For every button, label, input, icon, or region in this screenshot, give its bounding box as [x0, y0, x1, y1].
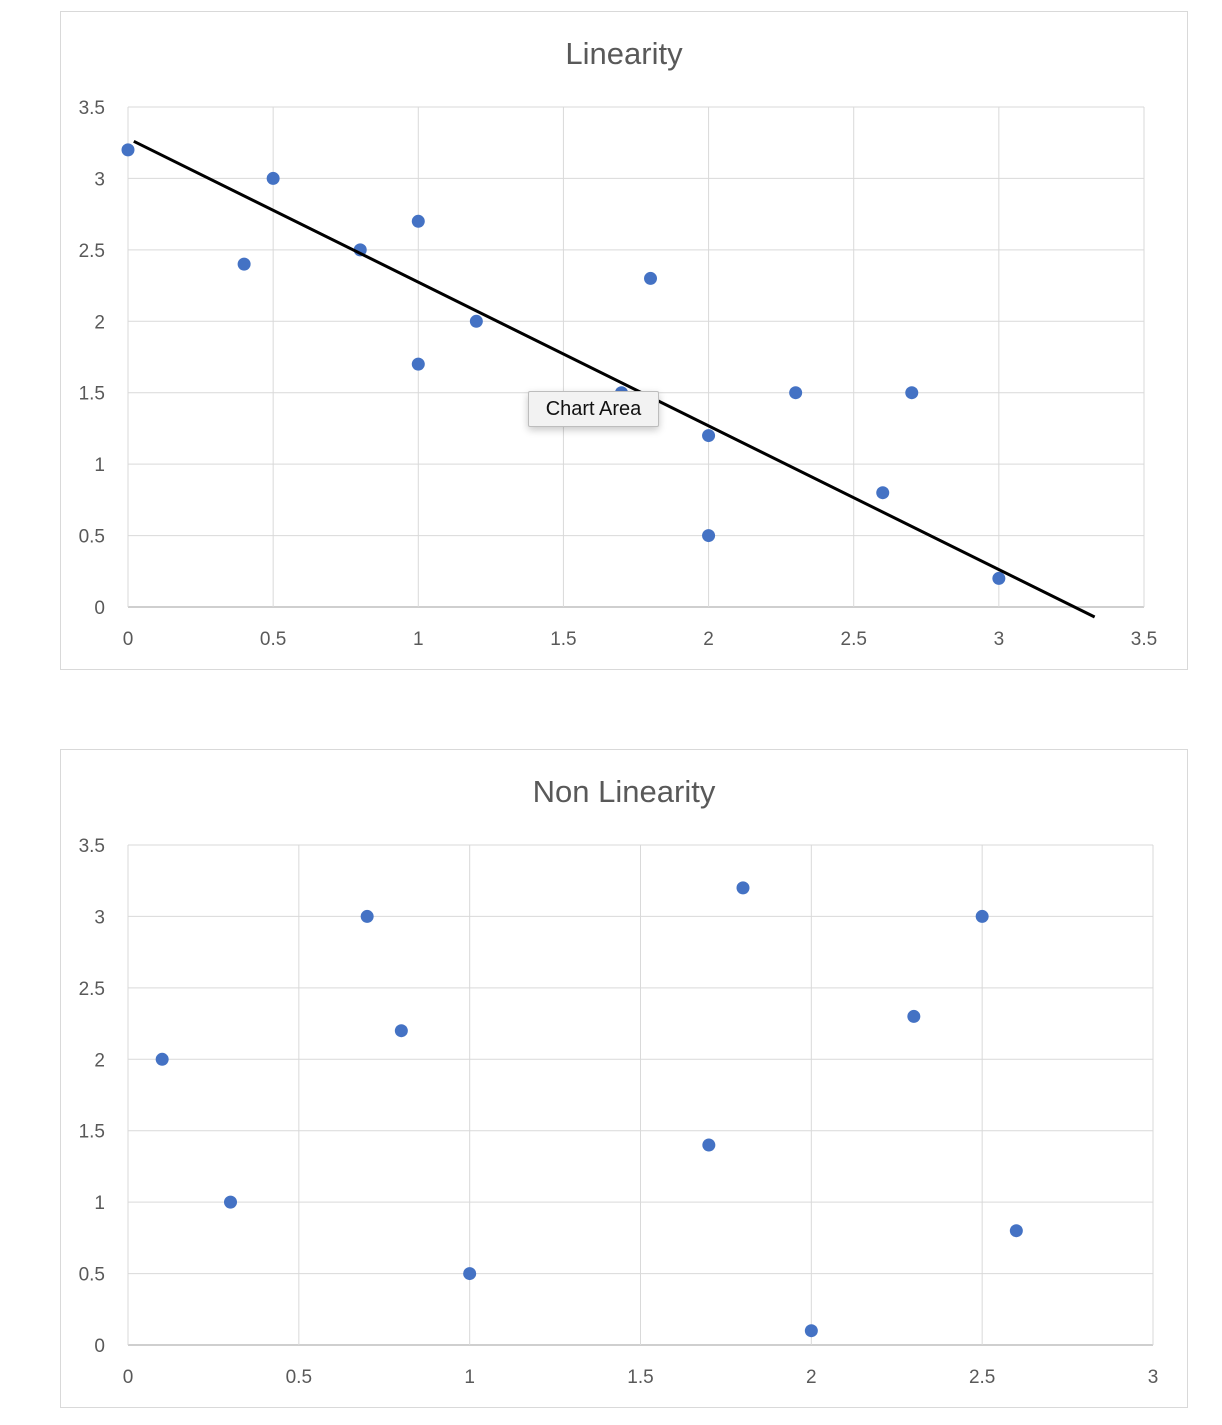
y-tick-label: 3.5	[79, 836, 105, 857]
x-tick-label: 1	[464, 1367, 475, 1388]
data-point	[876, 486, 890, 500]
y-tick-label: 3	[94, 907, 105, 928]
data-point	[905, 386, 919, 400]
x-tick-label: 3	[994, 629, 1005, 650]
chart-area-linearity[interactable]	[60, 11, 1188, 670]
x-tick-label: 3	[1148, 1367, 1159, 1388]
data-point	[463, 1267, 477, 1281]
linear-trendline	[133, 139, 1096, 619]
y-tick-label: 2.5	[79, 241, 105, 262]
data-point	[237, 257, 251, 271]
data-point	[702, 529, 716, 543]
data-point	[644, 271, 658, 285]
data-point	[992, 571, 1006, 585]
data-point	[394, 1024, 408, 1038]
x-tick-label: 0.5	[260, 629, 286, 650]
chart-area-non-linearity[interactable]	[60, 749, 1188, 1408]
y-tick-label: 2	[94, 312, 105, 333]
data-point	[360, 909, 374, 923]
x-tick-label: 0	[123, 629, 134, 650]
x-tick-label: 0.5	[286, 1367, 312, 1388]
y-tick-label: 3	[94, 169, 105, 190]
x-tick-label: 1.5	[550, 629, 576, 650]
y-tick-label: 0.5	[79, 1265, 105, 1286]
data-point	[469, 314, 483, 328]
x-tick-label: 1	[413, 629, 424, 650]
data-point	[411, 357, 425, 371]
x-tick-label: 0	[123, 1367, 134, 1388]
data-point	[804, 1324, 818, 1338]
x-tick-label: 3.5	[1131, 629, 1157, 650]
y-tick-label: 2	[94, 1050, 105, 1071]
data-point	[702, 1138, 716, 1152]
chart-area-tooltip: Chart Area	[528, 391, 659, 427]
data-point	[975, 909, 989, 923]
x-tick-label: 2.5	[969, 1367, 995, 1388]
data-point	[702, 429, 716, 443]
data-point	[1009, 1224, 1023, 1238]
data-point	[411, 214, 425, 228]
y-tick-label: 2.5	[79, 979, 105, 1000]
x-tick-label: 2.5	[841, 629, 867, 650]
data-point	[789, 386, 803, 400]
y-tick-label: 1.5	[79, 384, 105, 405]
y-tick-label: 3.5	[79, 98, 105, 119]
data-point	[907, 1009, 921, 1023]
data-point	[121, 143, 135, 157]
y-tick-label: 1	[94, 455, 105, 476]
data-point	[736, 881, 750, 895]
y-tick-label: 0	[94, 598, 105, 619]
x-tick-label: 2	[806, 1367, 817, 1388]
data-point	[155, 1052, 169, 1066]
y-tick-label: 0	[94, 1336, 105, 1357]
y-tick-label: 0.5	[79, 527, 105, 548]
x-tick-label: 1.5	[627, 1367, 653, 1388]
y-tick-label: 1	[94, 1193, 105, 1214]
data-point	[224, 1195, 237, 1209]
y-tick-label: 1.5	[79, 1122, 105, 1143]
data-point	[266, 171, 280, 185]
chart-title: Linearity	[565, 36, 683, 71]
chart-title: Non Linearity	[533, 774, 716, 809]
x-tick-label: 2	[703, 629, 714, 650]
